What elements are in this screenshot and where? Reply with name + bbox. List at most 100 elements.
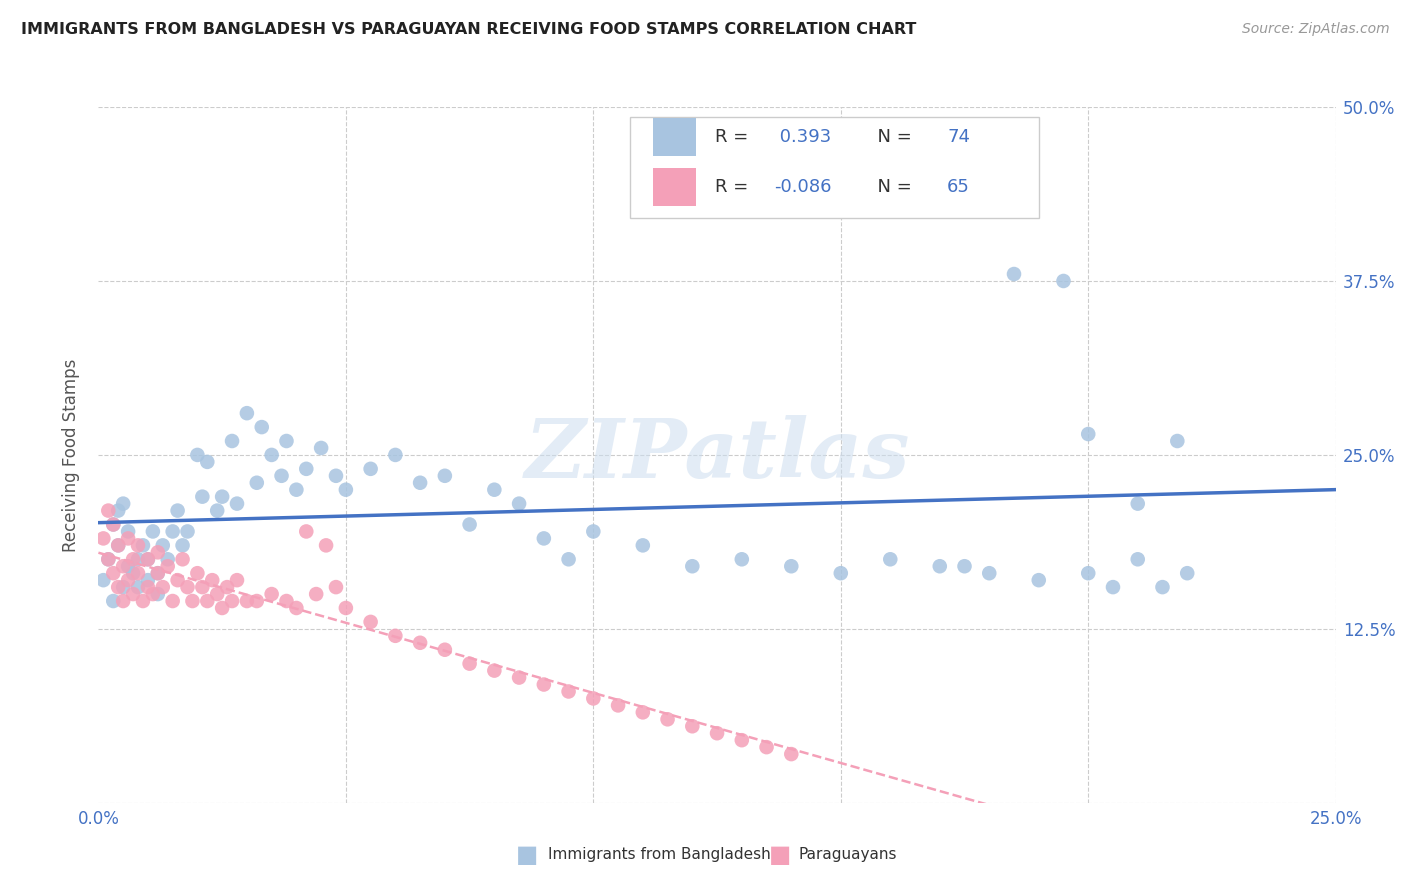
Point [879,552,901,566]
Point [731,733,754,747]
Text: -0.086: -0.086 [773,178,831,196]
Point [1175,566,1198,581]
Point [631,706,654,720]
Point [557,552,579,566]
Point [112,580,135,594]
Point [1077,427,1099,442]
Point [1028,573,1050,587]
FancyBboxPatch shape [652,118,696,156]
Point [1052,274,1074,288]
Point [260,448,283,462]
Point [1126,552,1149,566]
Point [142,524,165,539]
Point [780,747,803,761]
Point [152,538,174,552]
Point [953,559,976,574]
Point [136,552,159,566]
Point [309,441,332,455]
Point [260,587,283,601]
Point [484,664,506,678]
Point [1126,497,1149,511]
Point [706,726,728,740]
Point [146,587,169,601]
Point [221,594,243,608]
Point [325,468,347,483]
Point [508,497,530,511]
Point [335,483,357,497]
Text: IMMIGRANTS FROM BANGLADESH VS PARAGUAYAN RECEIVING FOOD STAMPS CORRELATION CHART: IMMIGRANTS FROM BANGLADESH VS PARAGUAYAN… [21,22,917,37]
Point [335,601,357,615]
Point [360,462,382,476]
Point [458,657,481,671]
Text: N =: N = [866,128,917,145]
Point [325,580,347,594]
Point [191,580,214,594]
Point [360,615,382,629]
Point [181,594,204,608]
Point [156,552,179,566]
Point [384,629,406,643]
Text: 0.393: 0.393 [773,128,831,145]
Point [127,580,149,594]
Point [830,566,852,581]
Point [433,642,456,657]
Point [103,594,125,608]
Point [681,719,703,733]
Point [1077,566,1099,581]
Point [93,532,115,546]
Point [146,566,169,581]
Point [226,497,249,511]
Point [122,552,145,566]
Point [285,483,308,497]
Point [582,524,605,539]
Point [117,524,139,539]
Point [176,580,198,594]
Point [780,559,803,574]
Point [285,601,308,615]
Point [533,532,555,546]
Point [582,691,605,706]
Point [1002,267,1025,281]
Point [409,475,432,490]
Text: Source: ZipAtlas.com: Source: ZipAtlas.com [1241,22,1389,37]
Point [295,462,318,476]
Point [117,532,139,546]
Point [681,559,703,574]
Point [433,468,456,483]
Point [508,671,530,685]
Point [107,538,129,552]
Point [236,594,259,608]
Point [755,740,778,755]
Text: ZIPatlas: ZIPatlas [524,415,910,495]
Point [142,587,165,601]
Point [146,545,169,559]
Point [1166,434,1188,448]
Point [195,594,218,608]
Text: ■: ■ [769,843,792,866]
Point [211,490,233,504]
Point [217,580,239,594]
Point [250,420,273,434]
Point [205,587,228,601]
Point [132,538,155,552]
Point [533,677,555,691]
Text: R =: R = [714,178,754,196]
Point [127,538,149,552]
Point [107,580,129,594]
Point [136,552,159,566]
Point [162,524,184,539]
Point [631,538,654,552]
Point [162,594,184,608]
Point [607,698,630,713]
Point [146,566,169,581]
Point [112,497,135,511]
Point [122,566,145,581]
Point [117,559,139,574]
Point [186,566,208,581]
Point [195,455,218,469]
Point [1152,580,1174,594]
Point [132,594,155,608]
Point [191,490,214,504]
Point [103,566,125,581]
Point [166,503,188,517]
